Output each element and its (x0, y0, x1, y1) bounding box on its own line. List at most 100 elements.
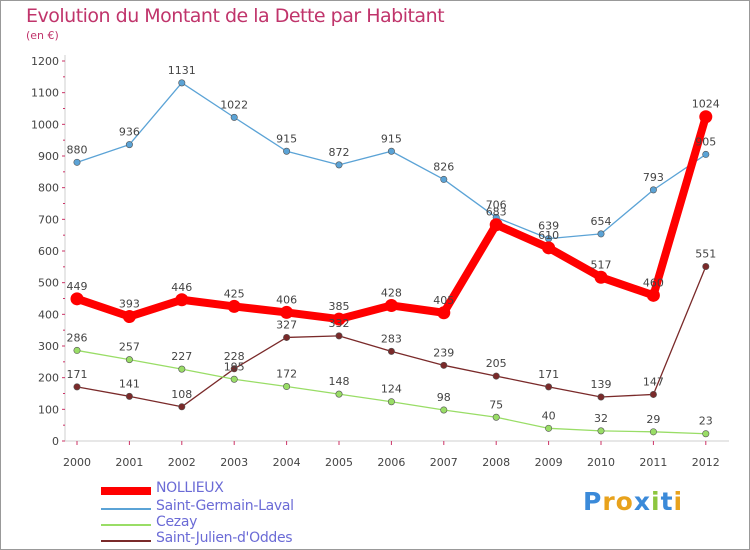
data-label: 108 (171, 388, 192, 401)
data-point (178, 403, 186, 411)
data-point (646, 288, 660, 302)
y-tick-label: 100 (38, 403, 59, 416)
data-point (280, 305, 294, 319)
y-tick-label: 1100 (31, 87, 59, 100)
logo-letter: x (633, 487, 651, 516)
x-tick-label: 2005 (325, 456, 353, 469)
data-label: 124 (381, 383, 402, 396)
data-point (73, 158, 81, 166)
data-point (545, 424, 553, 432)
data-point (440, 175, 448, 183)
data-label: 239 (433, 346, 454, 359)
logo-letter: i (673, 487, 684, 516)
x-tick-label: 2001 (115, 456, 143, 469)
y-tick-label: 300 (38, 340, 59, 353)
data-label: 639 (538, 220, 559, 233)
data-point (545, 383, 553, 391)
data-label: 936 (119, 126, 140, 139)
data-label: 171 (67, 368, 88, 381)
y-tick-label: 500 (38, 277, 59, 290)
data-point (230, 113, 238, 121)
data-point (73, 346, 81, 354)
x-tick-label: 2002 (168, 456, 196, 469)
data-label: 40 (542, 409, 556, 422)
data-label: 706 (486, 198, 507, 211)
data-label: 393 (119, 298, 140, 311)
data-point (335, 332, 343, 340)
data-label: 385 (329, 300, 350, 313)
data-point (230, 375, 238, 383)
chart-title: Evolution du Montant de la Dette par Hab… (26, 5, 445, 27)
data-label: 147 (643, 375, 664, 388)
data-label: 228 (224, 350, 245, 363)
data-label: 449 (67, 280, 88, 293)
data-label: 915 (381, 132, 402, 145)
data-point (440, 361, 448, 369)
logo-letter: o (615, 487, 634, 516)
data-point (492, 372, 500, 380)
chart-subtitle: (en €) (26, 29, 59, 42)
data-label: 327 (276, 318, 297, 331)
data-label: 98 (437, 391, 451, 404)
x-tick-label: 2000 (63, 456, 91, 469)
x-tick-label: 2007 (430, 456, 458, 469)
data-label: 32 (594, 412, 608, 425)
x-tick-label: 2004 (273, 456, 301, 469)
data-point (178, 365, 186, 373)
data-label: 227 (171, 350, 192, 363)
data-point (178, 79, 186, 87)
data-point (70, 292, 84, 306)
data-label: 872 (329, 146, 350, 159)
x-tick-label: 2011 (639, 456, 667, 469)
data-point (230, 365, 238, 373)
data-point (122, 310, 136, 324)
data-point (283, 147, 291, 155)
data-label: 446 (171, 281, 192, 294)
logo-letter: i (651, 487, 661, 516)
data-point (649, 186, 657, 194)
x-tick-label: 2012 (692, 456, 720, 469)
data-point (597, 393, 605, 401)
data-label: 141 (119, 377, 140, 390)
data-point (702, 263, 710, 271)
data-label: 1022 (220, 98, 248, 111)
y-tick-label: 400 (38, 308, 59, 321)
data-point (489, 218, 503, 232)
data-point (335, 161, 343, 169)
data-label: 517 (591, 258, 612, 271)
data-label: 428 (381, 286, 402, 299)
y-tick-label: 600 (38, 245, 59, 258)
data-point (283, 383, 291, 391)
data-label: 332 (329, 317, 350, 330)
y-tick-label: 0 (52, 435, 59, 448)
data-point (542, 241, 556, 255)
y-tick-label: 1200 (31, 55, 59, 68)
data-label: 654 (591, 215, 612, 228)
legend-label-nollieux: NOLLIEUX (156, 480, 224, 496)
x-tick-label: 2008 (482, 456, 510, 469)
data-label: 880 (67, 143, 88, 156)
legend-label-cezay: Cezay (156, 514, 198, 530)
data-label: 683 (486, 206, 507, 219)
data-point (384, 298, 398, 312)
data-point (387, 147, 395, 155)
data-point (597, 230, 605, 238)
logo-letter: r (602, 487, 616, 516)
data-label: 195 (224, 360, 245, 373)
legend-label-saint-germain-laval: Saint-Germain-Laval (156, 498, 294, 514)
data-point (227, 299, 241, 313)
data-label: 425 (224, 287, 245, 300)
logo-letter: P (583, 487, 603, 516)
data-point (335, 390, 343, 398)
data-point (387, 347, 395, 355)
data-point (440, 406, 448, 414)
legend-swatch-nollieux (101, 487, 151, 495)
data-point (387, 398, 395, 406)
data-point (73, 383, 81, 391)
data-label: 23 (699, 415, 713, 428)
x-tick-label: 2010 (587, 456, 615, 469)
data-point (702, 430, 710, 438)
y-tick-label: 200 (38, 372, 59, 385)
